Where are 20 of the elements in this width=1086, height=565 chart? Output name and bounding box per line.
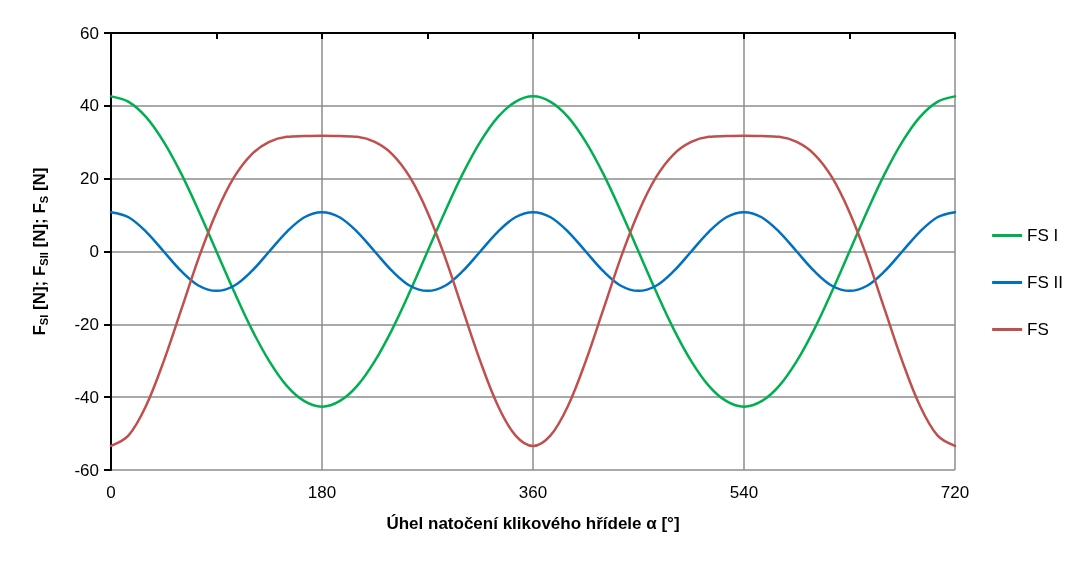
line-series: [109, 134, 957, 448]
y-axis-title: FSI [N]; FSII [N]; FS [N]: [30, 167, 50, 336]
x-axis-title: Úhel natočení klikového hřídele α [°]: [386, 514, 680, 533]
legend-label: FS II: [1027, 273, 1064, 292]
y-tick-label: -40: [74, 387, 99, 407]
line-series: [109, 95, 957, 408]
y-tick-label: 60: [80, 23, 99, 43]
line-series: [109, 210, 957, 293]
x-tick-label: 180: [307, 483, 337, 502]
legend-label: FS I: [1027, 226, 1059, 245]
x-tick-label: 360: [518, 483, 548, 502]
x-tick-label: 720: [940, 483, 970, 502]
y-tick-label: 40: [80, 96, 99, 116]
y-tick-label: -60: [74, 460, 99, 480]
legend-label: FS: [1027, 320, 1049, 339]
y-tick-label: 0: [89, 242, 99, 261]
y-tick-label: -20: [74, 314, 99, 334]
x-tick-label: 0: [106, 483, 116, 502]
y-tick-label: 20: [80, 169, 99, 189]
x-tick-label: 540: [729, 483, 759, 502]
